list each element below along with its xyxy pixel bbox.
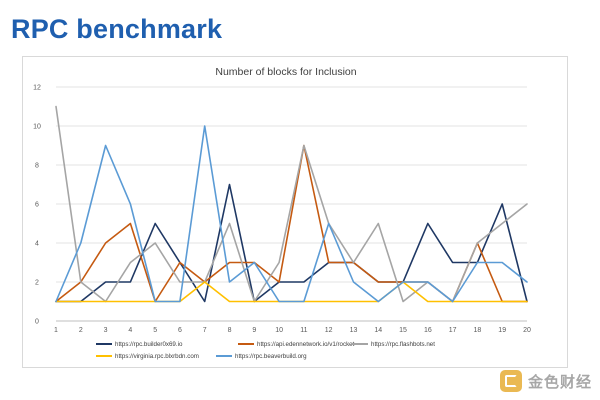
watermark: 金色财经 — [499, 370, 592, 392]
y-tick-label: 2 — [35, 280, 39, 287]
x-tick-label: 15 — [399, 327, 407, 334]
x-tick-label: 5 — [153, 327, 157, 334]
legend-label-5: https://rpc.beaverbuild.org — [235, 353, 307, 360]
x-tick-label: 13 — [350, 327, 358, 334]
legend-label-2: https://api.edennetwork.io/v1/rocket — [257, 341, 355, 348]
x-tick-label: 7 — [203, 327, 207, 334]
y-tick-label: 10 — [33, 124, 41, 131]
x-axis-ticks: 1 2 3 4 5 6 7 8 9 10 11 12 13 14 15 16 17 18 19 20 — [54, 327, 531, 334]
gridlines — [56, 86, 527, 322]
series-line-2 — [55, 144, 528, 303]
watermark-logo-icon — [499, 370, 522, 392]
y-tick-label: 6 — [35, 202, 39, 209]
x-tick-label: 3 — [104, 327, 108, 334]
legend-label-1: https://rpc.builder0x69.io — [115, 341, 183, 348]
x-tick-label: 16 — [424, 327, 432, 334]
x-tick-label: 2 — [79, 327, 83, 334]
x-tick-label: 12 — [325, 327, 333, 334]
legend-label-4: https://virginia.rpc.blxrbdn.com — [115, 353, 199, 360]
x-tick-label: 17 — [449, 327, 457, 334]
series-lines — [55, 105, 528, 303]
chart-frame — [22, 56, 568, 368]
watermark-text: 金色财经 — [527, 372, 592, 391]
x-tick-label: 4 — [128, 327, 132, 334]
x-tick-label: 18 — [474, 327, 482, 334]
x-tick-label: 10 — [275, 327, 283, 334]
y-tick-label: 4 — [35, 241, 39, 248]
x-tick-label: 14 — [374, 327, 382, 334]
y-tick-label: 8 — [35, 163, 39, 170]
x-tick-label: 20 — [523, 327, 531, 334]
y-tick-label: 12 — [33, 85, 41, 92]
x-tick-label: 8 — [228, 327, 232, 334]
x-tick-label: 11 — [300, 327, 307, 334]
legend-label-3: https://rpc.flashbots.net — [371, 341, 435, 348]
series-line-1 — [55, 183, 528, 303]
x-tick-label: 1 — [54, 327, 58, 334]
chart-title: Number of blocks for Inclusion — [215, 66, 356, 78]
legend: https://rpc.builder0x69.io https://api.ed… — [96, 341, 435, 360]
x-tick-label: 19 — [498, 327, 506, 334]
series-line-5 — [55, 125, 528, 303]
slide-title: RPC benchmark — [11, 14, 223, 44]
x-tick-label: 6 — [178, 327, 182, 334]
y-axis-ticks: 0 2 4 6 8 10 12 — [33, 85, 41, 326]
y-tick-label: 0 — [35, 319, 39, 326]
x-tick-label: 9 — [252, 327, 256, 334]
